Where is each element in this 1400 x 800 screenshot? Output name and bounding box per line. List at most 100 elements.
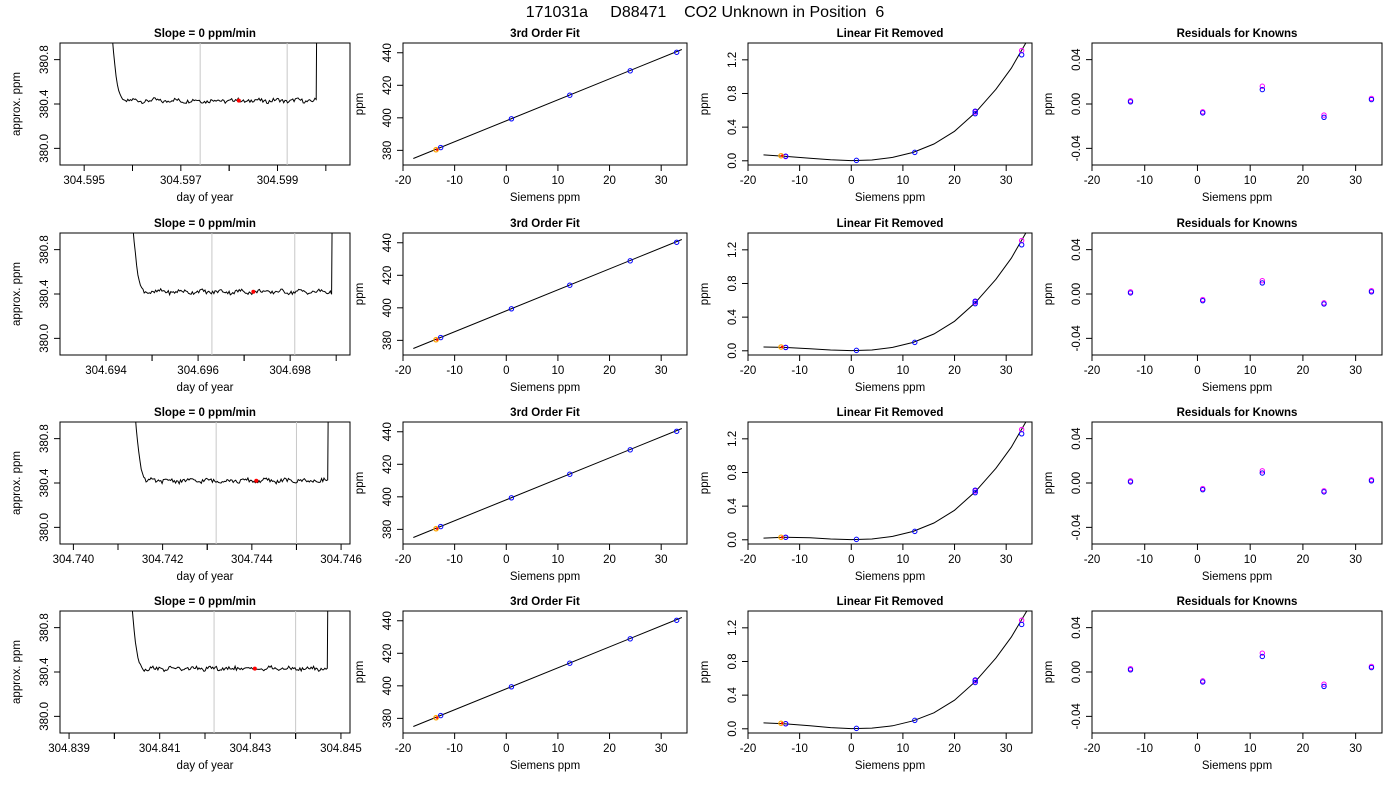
panel-title: Linear Fit Removed [837,407,944,419]
known-point [972,489,978,496]
plot-area [763,611,1028,732]
x-tick-label: 0 [1194,743,1200,755]
known-point [1018,242,1025,248]
x-tick-label: 10 [897,175,910,187]
panel-title: Linear Fit Removed [837,596,944,608]
y-tick-label: 440 [382,233,394,252]
residual-point [1259,468,1266,474]
x-tick-label: -10 [791,743,808,755]
y-tick-label: 380.0 [39,513,51,542]
x-tick-label: 0 [503,554,509,566]
y-tick-label: 440 [382,611,394,630]
plot-area [413,239,683,349]
known-point [1127,290,1134,296]
x-tick-label: 20 [603,554,616,566]
y-axis-label: ppm [699,93,711,115]
x-axis-label: day of year [177,760,234,772]
x-axis-label: Siemens ppm [855,760,925,772]
x-tick-label: 304.694 [85,365,127,377]
y-tick-label: 0.04 [1071,48,1083,71]
x-tick-label: 30 [655,554,668,566]
known-point [1259,653,1266,660]
plot-area [413,617,683,727]
y-tick-label: 1.2 [727,620,739,636]
known-point [972,487,978,493]
plot-area [413,49,683,159]
plot-frame [402,232,688,356]
known-point [627,447,633,453]
x-tick-label: 30 [655,175,668,187]
y-axis-label: ppm [1043,661,1055,683]
x-tick-label: 0 [503,365,509,377]
x-tick-label: 304.841 [139,743,181,755]
x-tick-label: -20 [1084,175,1101,187]
x-tick-label: -10 [1136,554,1153,566]
known-point [508,495,515,501]
ppm-trace [131,611,329,673]
x-tick-label: 10 [897,365,910,377]
known-point [567,660,573,666]
y-tick-label: 0.00 [1071,93,1083,115]
y-tick-label: 380 [382,331,394,350]
unknown-center-point [435,148,439,151]
panel-r3-c1: Slope = 0 ppm/min day of year approx. ppm 3… [11,407,362,583]
known-point [673,617,680,623]
known-point [508,306,515,312]
x-axis-label: Siemens ppm [1202,571,1272,583]
x-tick-label: -10 [791,365,808,377]
known-point [1200,297,1206,304]
y-tick-label: 380.4 [39,279,51,308]
x-tick-label: 10 [552,554,565,566]
x-tick-label: 10 [897,554,910,566]
x-tick-label: -10 [446,554,463,566]
y-axis-label: ppm [354,661,366,683]
known-point [1127,99,1134,105]
plot-frame [402,610,688,734]
x-tick-label: 20 [603,365,616,377]
y-tick-label: 380.0 [39,134,51,163]
known-point [853,347,860,354]
x-tick-label: 20 [1297,554,1310,566]
y-tick-label: 440 [382,43,394,62]
panel-title: 3rd Order Fit [510,407,580,419]
x-tick-label: 30 [1349,743,1362,755]
y-tick-label: -0.04 [1071,325,1083,352]
known-point [972,677,978,683]
x-tick-label: -20 [740,175,757,187]
x-axis-label: day of year [177,192,234,204]
x-tick-label: 30 [1349,365,1362,377]
x-axis-label: Siemens ppm [855,571,925,583]
panel-title: Residuals for Knowns [1177,596,1298,608]
x-tick-label: -10 [446,743,463,755]
x-tick-label: -20 [395,554,412,566]
fit-curve [763,43,1027,162]
x-tick-label: 20 [1297,365,1310,377]
x-axis-label: Siemens ppm [1202,760,1272,772]
x-tick-label: -10 [1136,175,1153,187]
x-tick-label: 30 [1349,554,1362,566]
residual-point [1259,83,1266,89]
x-tick-label: -10 [1136,365,1153,377]
y-tick-label: -0.04 [1071,135,1083,162]
plot-area [112,43,318,165]
x-tick-label: 30 [1000,365,1013,377]
known-point [1368,289,1375,295]
unknown-point [778,344,784,350]
x-tick-label: 30 [1000,175,1013,187]
y-tick-label: 1.2 [727,431,739,447]
x-axis-label: Siemens ppm [1202,192,1272,204]
plot-frame [59,421,351,545]
fit-curve [763,611,1028,730]
plot-frame [747,42,1033,166]
y-tick-label: 380.8 [39,45,51,74]
known-point [567,471,573,477]
residual-point [1259,650,1266,656]
x-tick-label: 0 [848,554,854,566]
panel-r4-c3: Linear Fit Removed Siemens ppm ppm -20 -10 0 1… [699,596,1033,772]
unknown-center-point [780,345,784,349]
y-axis-label: ppm [699,283,711,305]
known-point [673,239,680,245]
known-point [912,717,918,724]
x-tick-label: 304.696 [177,365,219,377]
unknown-point [778,534,784,541]
